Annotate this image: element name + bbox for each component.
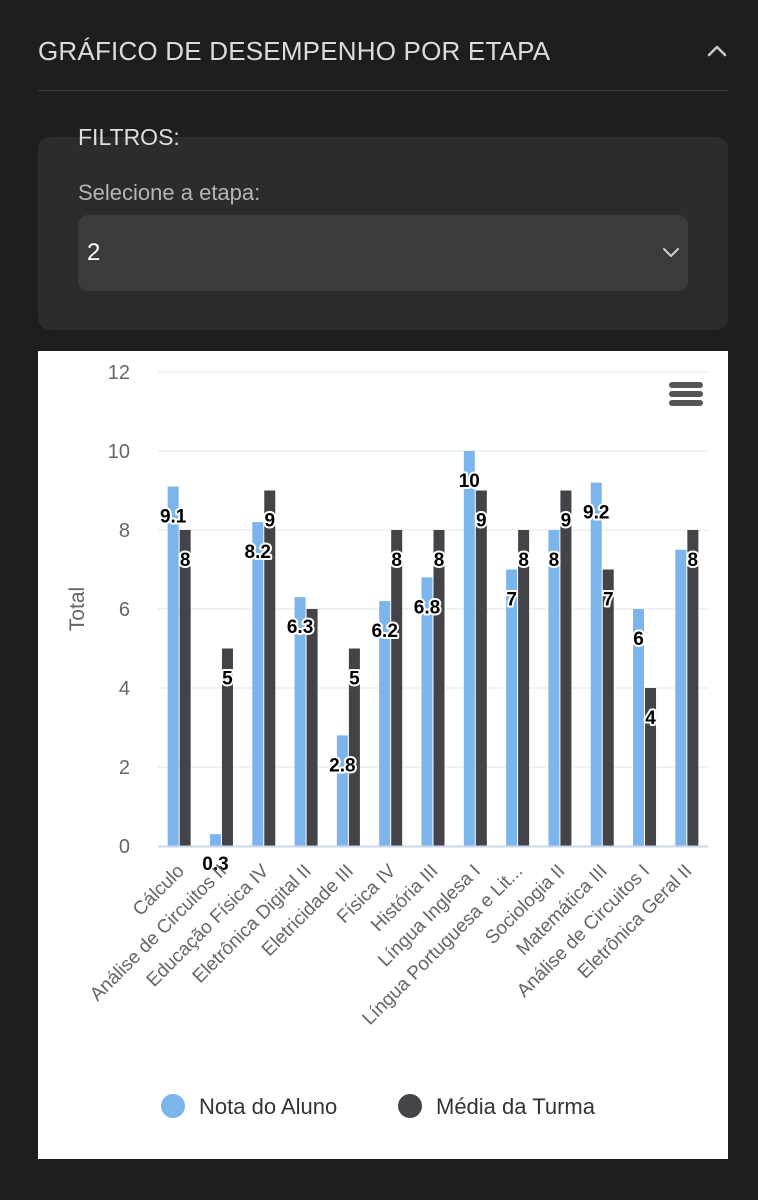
data-label: 7: [506, 590, 517, 611]
data-label: 6.3: [287, 617, 313, 638]
data-label: 9: [264, 511, 275, 532]
bar-student-4: [336, 735, 348, 846]
y-tick-label: 12: [108, 362, 130, 384]
data-label: 8: [434, 550, 445, 571]
y-tick-label: 8: [119, 520, 130, 542]
data-label: 8: [549, 550, 560, 571]
data-label: 9: [561, 511, 572, 532]
chevron-up-icon[interactable]: [706, 40, 728, 62]
bar-class-3: [306, 609, 318, 846]
bar-class-7: [475, 490, 487, 846]
filters-label: FILTROS:: [78, 124, 180, 150]
data-label: 8: [391, 550, 402, 571]
chevron-down-icon: [663, 248, 679, 257]
bar-student-7: [463, 451, 475, 846]
bar-class-6: [433, 530, 445, 846]
chart-container: 0 2 4 6 8 10 12 Total 9.1 0.3 8.2 6.3 2.8 6.2 6.8 10 7 8 9…: [38, 351, 728, 1159]
bar-student-3: [294, 597, 306, 846]
data-label: 8.2: [245, 542, 271, 563]
legend-label-1: Média da Turma: [436, 1094, 596, 1119]
bar-class-0: [179, 530, 191, 846]
bar-student-8: [506, 569, 518, 846]
section-title: GRÁFICO DE DESEMPENHO POR ETAPA: [38, 36, 551, 66]
data-label: 8: [688, 550, 699, 571]
data-label: 9.2: [583, 503, 609, 524]
bar-student-5: [379, 601, 391, 846]
y-tick-label: 2: [119, 757, 130, 779]
legend-marker-0: [161, 1094, 185, 1118]
data-label: 0.3: [202, 854, 228, 875]
data-label: 10: [459, 471, 480, 492]
data-label: 9.1: [160, 507, 187, 528]
bar-class-1: [221, 648, 233, 846]
y-tick-label: 6: [119, 599, 130, 621]
bar-student-12: [675, 549, 687, 846]
data-label: 7: [603, 590, 614, 611]
data-label: 2.8: [329, 755, 355, 776]
data-label: 5: [222, 669, 233, 690]
bar-class-11: [645, 688, 657, 846]
performance-chart: 024681012Total9.10.38.26.32.86.26.810789…: [66, 362, 708, 1119]
bar-student-6: [421, 577, 433, 846]
bar-student-0: [167, 486, 179, 846]
y-tick-label: 10: [108, 441, 130, 463]
data-label: 6: [633, 629, 644, 650]
legend-label-0: Nota do Aluno: [199, 1094, 337, 1119]
hamburger-menu-icon[interactable]: [669, 382, 703, 406]
stage-select-value: 2: [87, 239, 101, 266]
bar-class-8: [518, 530, 530, 846]
bar-class-5: [391, 530, 403, 846]
bar-student-11: [633, 609, 645, 846]
bar-class-10: [602, 569, 614, 846]
bar-class-4: [348, 648, 360, 846]
bar-class-2: [264, 490, 276, 846]
stage-select-label: Selecione a etapa:: [78, 180, 261, 205]
data-label: 6.8: [414, 597, 440, 618]
y-tick-label: 4: [119, 678, 130, 700]
y-axis-title: Total: [66, 587, 89, 631]
data-label: 8: [180, 550, 191, 571]
bar-student-9: [548, 530, 560, 846]
data-label: 8: [518, 550, 529, 571]
filter-panel: Selecione a etapa: 2: [38, 137, 728, 330]
bar-class-9: [560, 490, 572, 846]
data-label: 5: [349, 669, 360, 690]
bar-student-10: [590, 482, 602, 846]
section-header: GRÁFICO DE DESEMPENHO POR ETAPA: [38, 0, 728, 91]
bar-class-12: [687, 530, 699, 846]
bar-student-2: [252, 522, 264, 846]
stage-select[interactable]: 2: [78, 215, 688, 291]
data-label: 6.2: [371, 621, 397, 642]
y-tick-label: 0: [119, 836, 130, 858]
legend-marker-1: [398, 1094, 422, 1118]
data-label: 4: [645, 708, 656, 729]
data-label: 9: [476, 511, 487, 532]
bar-student-1: [209, 834, 221, 846]
